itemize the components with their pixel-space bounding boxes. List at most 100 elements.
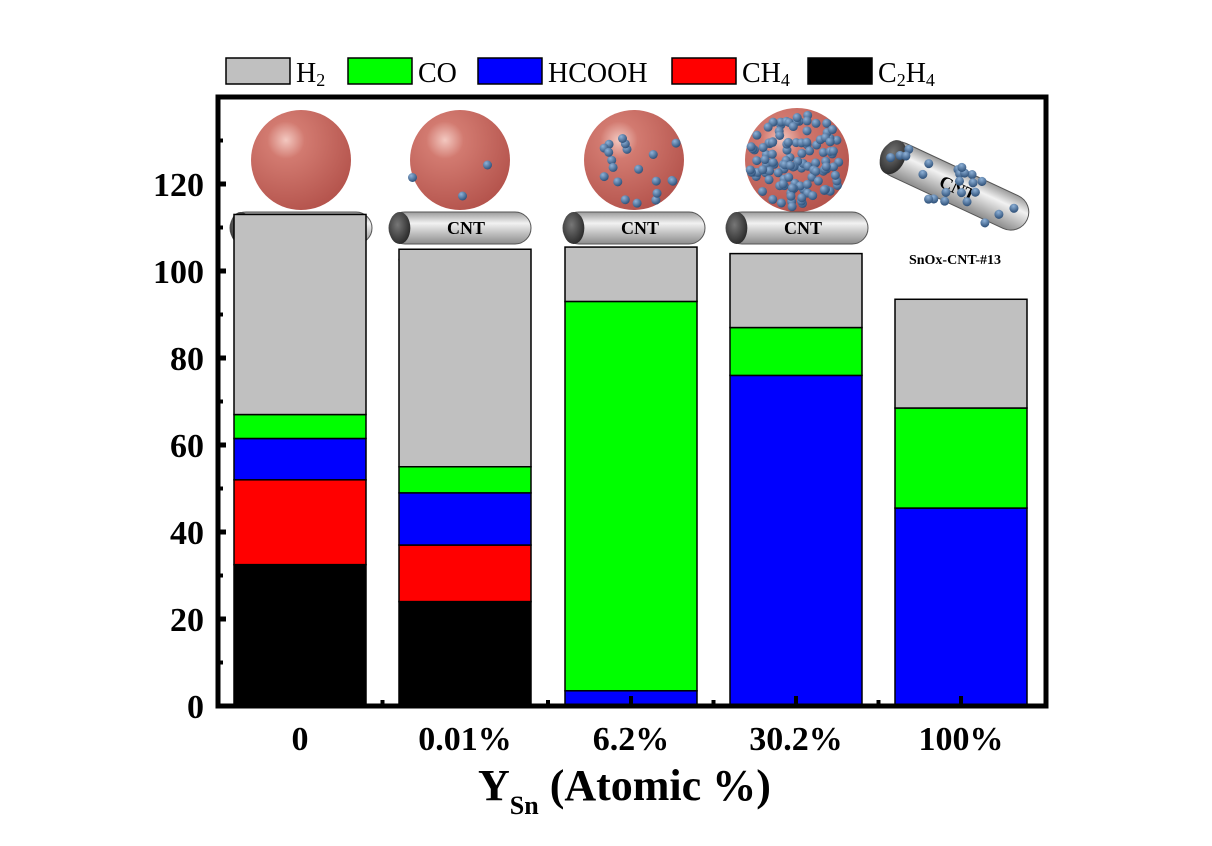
tube-cap (563, 212, 585, 244)
cnt-tube: CNT (725, 211, 869, 245)
legend-swatch (477, 57, 543, 85)
x-axis-title: YSn (Atomic %) (478, 761, 771, 820)
tube-cap (389, 212, 411, 244)
sno-particle (924, 194, 934, 204)
sno-particle (1009, 203, 1019, 213)
sno-particle (758, 186, 768, 196)
legend-swatch (225, 57, 291, 85)
y-axis: 0 20 40 60 80 100 120 (153, 138, 226, 726)
bars (233, 213, 1028, 707)
y-tick-label: 20 (170, 602, 204, 639)
x-axis: 0 0.01% 6.2% 30.2% 100% (292, 696, 1004, 758)
bar-segment (894, 407, 1028, 509)
sno-particle (608, 162, 618, 172)
y-tick-label: 80 (170, 341, 204, 378)
sno-particle (967, 170, 977, 180)
sno-particle (652, 188, 662, 198)
sno-particle (632, 198, 642, 208)
sno-particle (745, 165, 755, 175)
sno-particle (458, 191, 467, 201)
sno-particle (599, 172, 609, 182)
sno-particle (957, 162, 967, 172)
sno-particle (886, 153, 896, 163)
x-tick-label: 100% (919, 721, 1004, 758)
sno-particle (778, 179, 788, 189)
sno-particle (767, 137, 777, 147)
sno-particle (811, 158, 821, 168)
sno-particle (783, 137, 793, 147)
x-tick-label: 0 (292, 721, 309, 758)
sno-particle (821, 162, 831, 172)
legend-swatch (807, 57, 873, 85)
legend: H2 CO HCOOH CH4 C2H4 (225, 57, 935, 90)
bar-segment (729, 252, 863, 329)
bar-segment (729, 326, 863, 377)
sno-particle (786, 191, 796, 201)
cuo-sphere (251, 110, 351, 210)
bar-segment (894, 298, 1028, 409)
sno-particle (828, 146, 838, 156)
legend-swatch (347, 57, 413, 85)
sno-particle (811, 166, 821, 176)
sno-particle (671, 138, 681, 148)
legend-label: CH4 (742, 58, 790, 90)
x-tick-label: 6.2% (593, 721, 670, 758)
sno-particle (954, 176, 964, 186)
bar-segment (564, 300, 698, 692)
bar-segment (233, 563, 367, 707)
cnt-label: CNT (447, 218, 485, 238)
bar-segment (233, 479, 367, 566)
sno-particle (483, 160, 492, 170)
sno-particle (970, 187, 980, 197)
cnt-tube: CNT (388, 211, 532, 245)
sno-particle (829, 162, 839, 172)
bar-segment (398, 248, 532, 468)
sno-particle (784, 172, 794, 182)
bar-segment (398, 544, 532, 603)
sno-particle (797, 148, 807, 158)
sno-particle (977, 176, 987, 186)
legend-label: H2 (296, 58, 325, 90)
tube-body (562, 211, 706, 245)
cnt-tube-tilted: CNT (879, 140, 1030, 231)
sno-particle (792, 113, 802, 123)
sno-particle (924, 159, 934, 169)
tube-body (725, 211, 869, 245)
sno-particle (819, 185, 829, 195)
sno-particle (618, 134, 628, 144)
sno-particle (901, 151, 911, 161)
x-tick-label: 30.2% (749, 721, 843, 758)
sno-particle (941, 187, 951, 197)
sno-particle (785, 160, 795, 170)
sno-particle (802, 179, 812, 189)
cnt-label: CNT (621, 218, 659, 238)
sno-particle (758, 165, 768, 175)
sno-particle (607, 155, 617, 165)
sample-label: SnOx-CNT-#13 (909, 253, 1001, 268)
y-tick-label: 120 (153, 167, 204, 204)
sno-particle (788, 122, 798, 132)
sno-particle (763, 122, 773, 132)
cuo-sphere (410, 110, 510, 210)
sno-particle (956, 188, 966, 198)
sno-particle (811, 118, 821, 128)
sno-particle (767, 149, 777, 159)
bar-segment (398, 466, 532, 494)
sno-particle (620, 195, 630, 205)
sno-particle (648, 150, 658, 160)
legend-label: CO (418, 58, 457, 89)
x-axis-label: YSn (Atomic %) (478, 761, 771, 820)
tube-cap (726, 212, 748, 244)
cnt-label: CNT (784, 218, 822, 238)
sno-particle (830, 170, 840, 180)
sno-particle (765, 166, 775, 176)
sno-particle (752, 130, 762, 140)
sno-particle (773, 168, 783, 178)
sno-particle (825, 137, 835, 147)
sno-particle (746, 142, 756, 152)
sno-particle (805, 146, 815, 156)
sno-particle (822, 118, 832, 128)
legend-label: HCOOH (548, 58, 648, 89)
sno-particle (827, 125, 837, 135)
sno-particle (802, 126, 812, 136)
